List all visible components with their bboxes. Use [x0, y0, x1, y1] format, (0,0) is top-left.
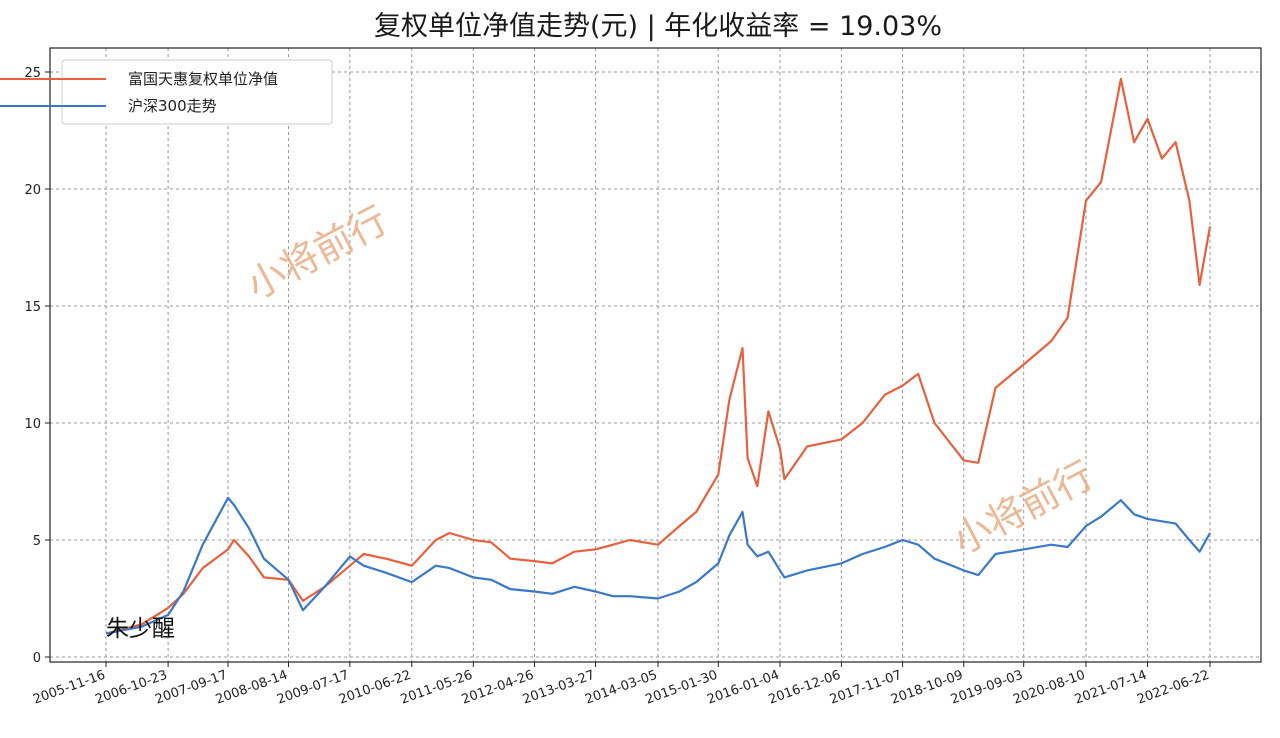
- signature: 朱少醒: [106, 616, 175, 642]
- y-tick-label: 10: [24, 417, 41, 432]
- series-line-fund: [105, 77, 1212, 635]
- y-tick-label: 25: [24, 66, 41, 81]
- y-tick-label: 0: [33, 651, 41, 666]
- plot-frame: [49, 47, 1262, 663]
- x-axis: 2005-11-162006-10-232007-09-172008-08-14…: [31, 662, 1211, 708]
- y-tick-label: 5: [33, 534, 41, 549]
- y-tick-label: 15: [24, 300, 41, 315]
- legend-label-index: 沪深300走势: [128, 97, 217, 115]
- y-axis: 0 5 10 15 20 25: [24, 66, 50, 666]
- grid: [50, 48, 1261, 662]
- series-layer: [105, 77, 1212, 635]
- watermark-2: 小将前行: [946, 453, 1101, 563]
- x-tick-label: 2022-06-22: [1135, 668, 1211, 708]
- legend: 富国天惠复权单位净值 沪深300走势: [0, 59, 333, 125]
- watermark-1: 小将前行: [240, 198, 395, 308]
- chart-title: 复权单位净值走势(元) | 年化收益率 = 19.03%: [374, 11, 942, 42]
- series-line-index: [105, 496, 1211, 635]
- legend-label-fund: 富国天惠复权单位净值: [128, 70, 278, 88]
- legend-box: [61, 59, 333, 125]
- y-tick-label: 20: [24, 183, 41, 198]
